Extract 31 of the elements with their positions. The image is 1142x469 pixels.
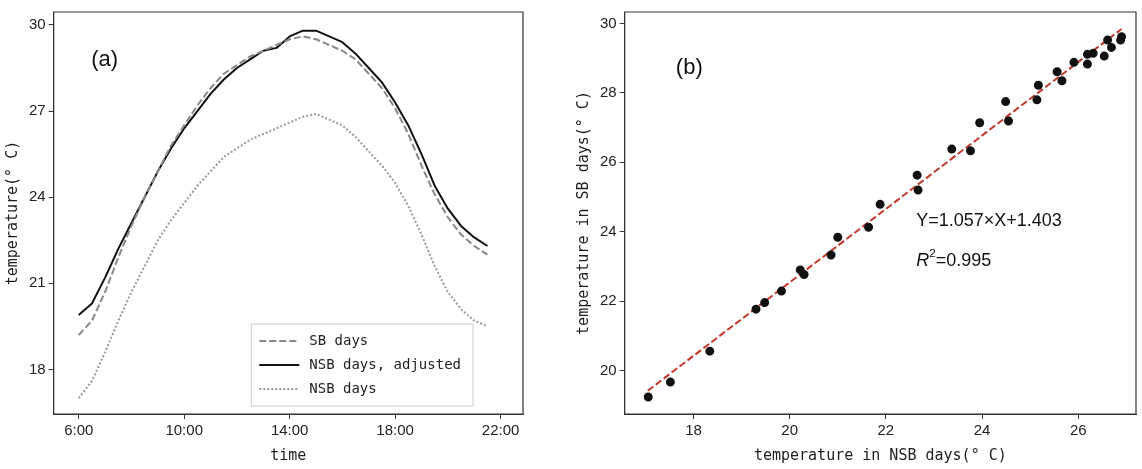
y-tick-label: 30 — [600, 13, 617, 31]
x-tick-label: 22 — [877, 421, 895, 439]
annotation: Y=1.057×X+1.403 — [916, 210, 1062, 231]
x-tick-label: 10:00 — [165, 421, 203, 439]
x-tick-label: 14:00 — [270, 421, 309, 439]
y-tick-label: 30 — [29, 15, 46, 33]
x-tick-label: 18 — [685, 421, 702, 439]
y-tick-label: 27 — [29, 101, 46, 119]
annotation: (a) — [91, 46, 119, 72]
y-tick-label: 20 — [600, 360, 617, 378]
x-axis-title: time — [270, 445, 307, 464]
x-tick-label: 22:00 — [481, 421, 520, 439]
y-axis-title: temperature in SB days(° C) — [573, 91, 592, 335]
y-tick-label: 24 — [600, 221, 617, 239]
y-tick-label: 22 — [600, 291, 617, 309]
legend-label: SB days — [309, 331, 369, 348]
legend-label: NSB days, adjusted — [309, 355, 461, 372]
y-tick-label: 28 — [600, 83, 617, 101]
y-tick-label: 18 — [29, 359, 46, 377]
y-tick-label: 24 — [29, 187, 46, 205]
x-tick-label: 20 — [781, 421, 799, 439]
x-tick-label: 26 — [1069, 421, 1087, 439]
legend-label: NSB days — [309, 379, 377, 396]
x-tick-label: 24 — [973, 421, 991, 439]
x-tick-label: 6:00 — [64, 421, 94, 439]
y-tick-label: 26 — [600, 152, 617, 170]
y-tick-label: 21 — [29, 273, 46, 291]
annotation: (b) — [675, 54, 703, 80]
x-axis-title: temperature in NSB days(° C) — [753, 445, 1007, 464]
x-tick-label: 18:00 — [376, 421, 414, 439]
y-axis-title: temperature(° C) — [2, 140, 21, 286]
